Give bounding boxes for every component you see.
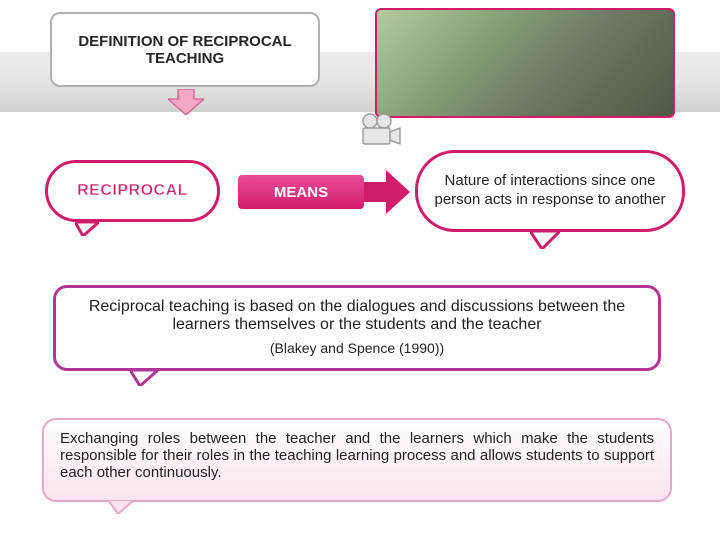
reciprocal-callout: RECIPROCAL	[45, 160, 220, 222]
definition-citation: (Blakey and Spence (1990))	[74, 340, 640, 356]
video-camera-icon	[360, 113, 402, 149]
exchange-callout-tail-icon	[108, 500, 134, 519]
title-down-arrow-icon	[168, 89, 204, 115]
title-callout: DEFINITION OF RECIPROCAL TEACHING	[50, 12, 320, 87]
exchange-callout: Exchanging roles between the teacher and…	[42, 418, 672, 502]
classroom-image	[375, 8, 675, 118]
means-text: MEANS	[274, 184, 328, 201]
means-label: MEANS	[238, 175, 364, 209]
reciprocal-text: RECIPROCAL	[77, 182, 188, 200]
definition-text: Reciprocal teaching is based on the dial…	[74, 298, 640, 334]
nature-callout: Nature of interactions since one person …	[415, 150, 685, 232]
nature-text: Nature of interactions since one person …	[434, 172, 666, 210]
definition-callout: Reciprocal teaching is based on the dial…	[53, 285, 661, 371]
exchange-text: Exchanging roles between the teacher and…	[60, 430, 654, 481]
title-text: DEFINITION OF RECIPROCAL TEACHING	[52, 33, 318, 67]
reciprocal-callout-tail-icon	[75, 222, 99, 241]
nature-callout-tail-icon	[530, 231, 560, 254]
definition-callout-tail-icon	[130, 370, 158, 391]
means-arrow-icon	[364, 170, 410, 219]
